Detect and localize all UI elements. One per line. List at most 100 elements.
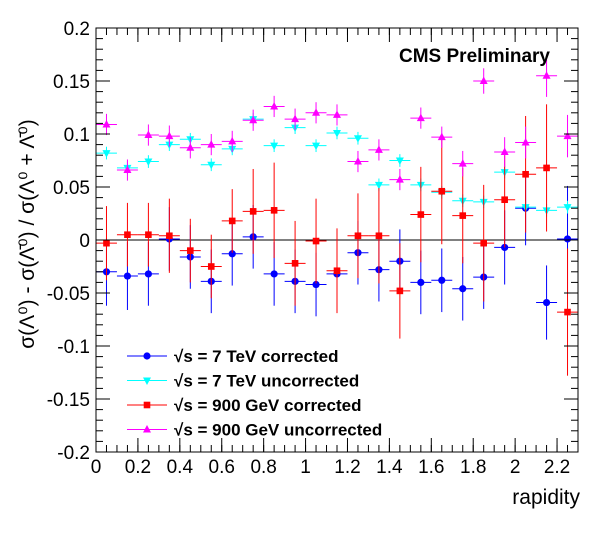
x-tick-label: 1 (300, 457, 311, 478)
data-point (228, 136, 237, 145)
data-point (270, 142, 279, 151)
data-point (564, 308, 571, 316)
x-tick-label: 0.6 (209, 457, 235, 478)
cms-preliminary-label: CMS Preliminary (399, 46, 550, 67)
legend-marker (143, 425, 151, 433)
data-point (102, 150, 111, 158)
data-point (312, 108, 321, 116)
data-point (207, 161, 216, 170)
data-point (542, 71, 551, 79)
legend: √s = 7 TeV corrected √s = 7 TeV uncorrect… (127, 347, 382, 440)
data-point (437, 132, 446, 141)
legend-entry: √s = 900 GeV uncorrected (127, 421, 382, 440)
data-point (353, 157, 362, 165)
data-point (228, 217, 236, 225)
y-tick-label: -0.1 (57, 337, 90, 358)
data-point (123, 165, 132, 174)
y-tick-label: -0.05 (47, 284, 90, 305)
data-point (333, 267, 341, 275)
data-point (416, 113, 425, 122)
data-point (249, 115, 258, 124)
legend-entry: √s = 900 GeV corrected (127, 396, 361, 415)
data-point (312, 280, 320, 289)
x-tick-label: 1.6 (418, 457, 444, 478)
data-point (353, 135, 362, 143)
x-tick-label: 0.8 (250, 457, 276, 478)
x-axis-title: rapidity (512, 486, 580, 509)
data-point (207, 140, 216, 148)
data-point (291, 260, 299, 267)
y-tick-label: 0.05 (53, 178, 90, 199)
data-point (102, 119, 111, 128)
x-tick-label: 1.2 (334, 457, 360, 478)
y-tick-label: -0.15 (47, 390, 90, 411)
data-point (458, 159, 467, 167)
x-tick-label: 0.2 (125, 457, 151, 478)
data-point (542, 298, 551, 307)
data-point (144, 130, 153, 139)
x-tick-label: 0 (91, 457, 102, 478)
data-point (459, 212, 467, 219)
data-point (375, 232, 383, 240)
legend-label: √s = 900 GeV uncorrected (174, 421, 382, 440)
data-point (395, 175, 404, 183)
y-tick-label: 0 (79, 231, 90, 252)
data-point (144, 158, 153, 167)
y-tick-label: 0.1 (64, 125, 90, 146)
data-point (312, 142, 321, 151)
legend-marker (143, 377, 151, 385)
data-point (374, 181, 383, 190)
y-tick-label: 0.2 (64, 19, 90, 40)
data-point (166, 232, 173, 240)
data-point (417, 211, 425, 218)
legend-label: √s = 900 GeV corrected (174, 396, 361, 415)
data-point (144, 270, 152, 278)
data-point (145, 231, 152, 238)
data-point (480, 239, 487, 247)
data-point (396, 287, 404, 295)
legend-entry: √s = 7 TeV uncorrected (127, 372, 359, 391)
x-tick-label: 2 (510, 457, 521, 478)
legend-entry: √s = 7 TeV corrected (127, 347, 338, 366)
legend-marker (143, 401, 151, 409)
data-point (186, 143, 195, 151)
legend-marker (143, 352, 151, 360)
data-point (417, 278, 425, 286)
axes-group: -0.2 -0.15 -0.1 -0.05 0 0.05 0.1 0.15 0.2 0 0.2 0.4… (47, 19, 579, 478)
data-point (123, 272, 132, 280)
data-point (563, 235, 572, 243)
x-tick-label: 1.4 (376, 457, 403, 478)
data-point (374, 145, 383, 153)
data-point (270, 270, 278, 278)
data-point (563, 204, 572, 212)
x-tick-label: 1.8 (460, 457, 486, 478)
data-point (459, 285, 467, 293)
data-point (103, 239, 110, 247)
data-point (165, 131, 174, 140)
data-point (521, 137, 530, 146)
data-point (270, 207, 278, 214)
data-point (270, 101, 279, 110)
data-point (543, 164, 550, 172)
y-tick-label: -0.2 (57, 443, 90, 464)
data-series-group (96, 54, 578, 376)
data-point (438, 187, 446, 195)
data-point (501, 196, 508, 204)
data-point (187, 247, 194, 254)
data-point (479, 76, 488, 84)
series-2 (96, 104, 578, 376)
data-point (291, 114, 300, 123)
data-point (228, 250, 236, 258)
y-tick-label: 0.15 (53, 72, 90, 93)
data-point (500, 147, 509, 156)
data-point (395, 157, 404, 165)
legend-label: √s = 7 TeV corrected (174, 347, 338, 366)
data-point (312, 237, 320, 245)
x-tick-label: 0.4 (167, 457, 194, 478)
data-point (522, 170, 529, 178)
series-3 (96, 54, 578, 191)
data-point (333, 110, 341, 118)
data-point (563, 131, 572, 140)
x-tick-label: 2.2 (544, 457, 570, 478)
